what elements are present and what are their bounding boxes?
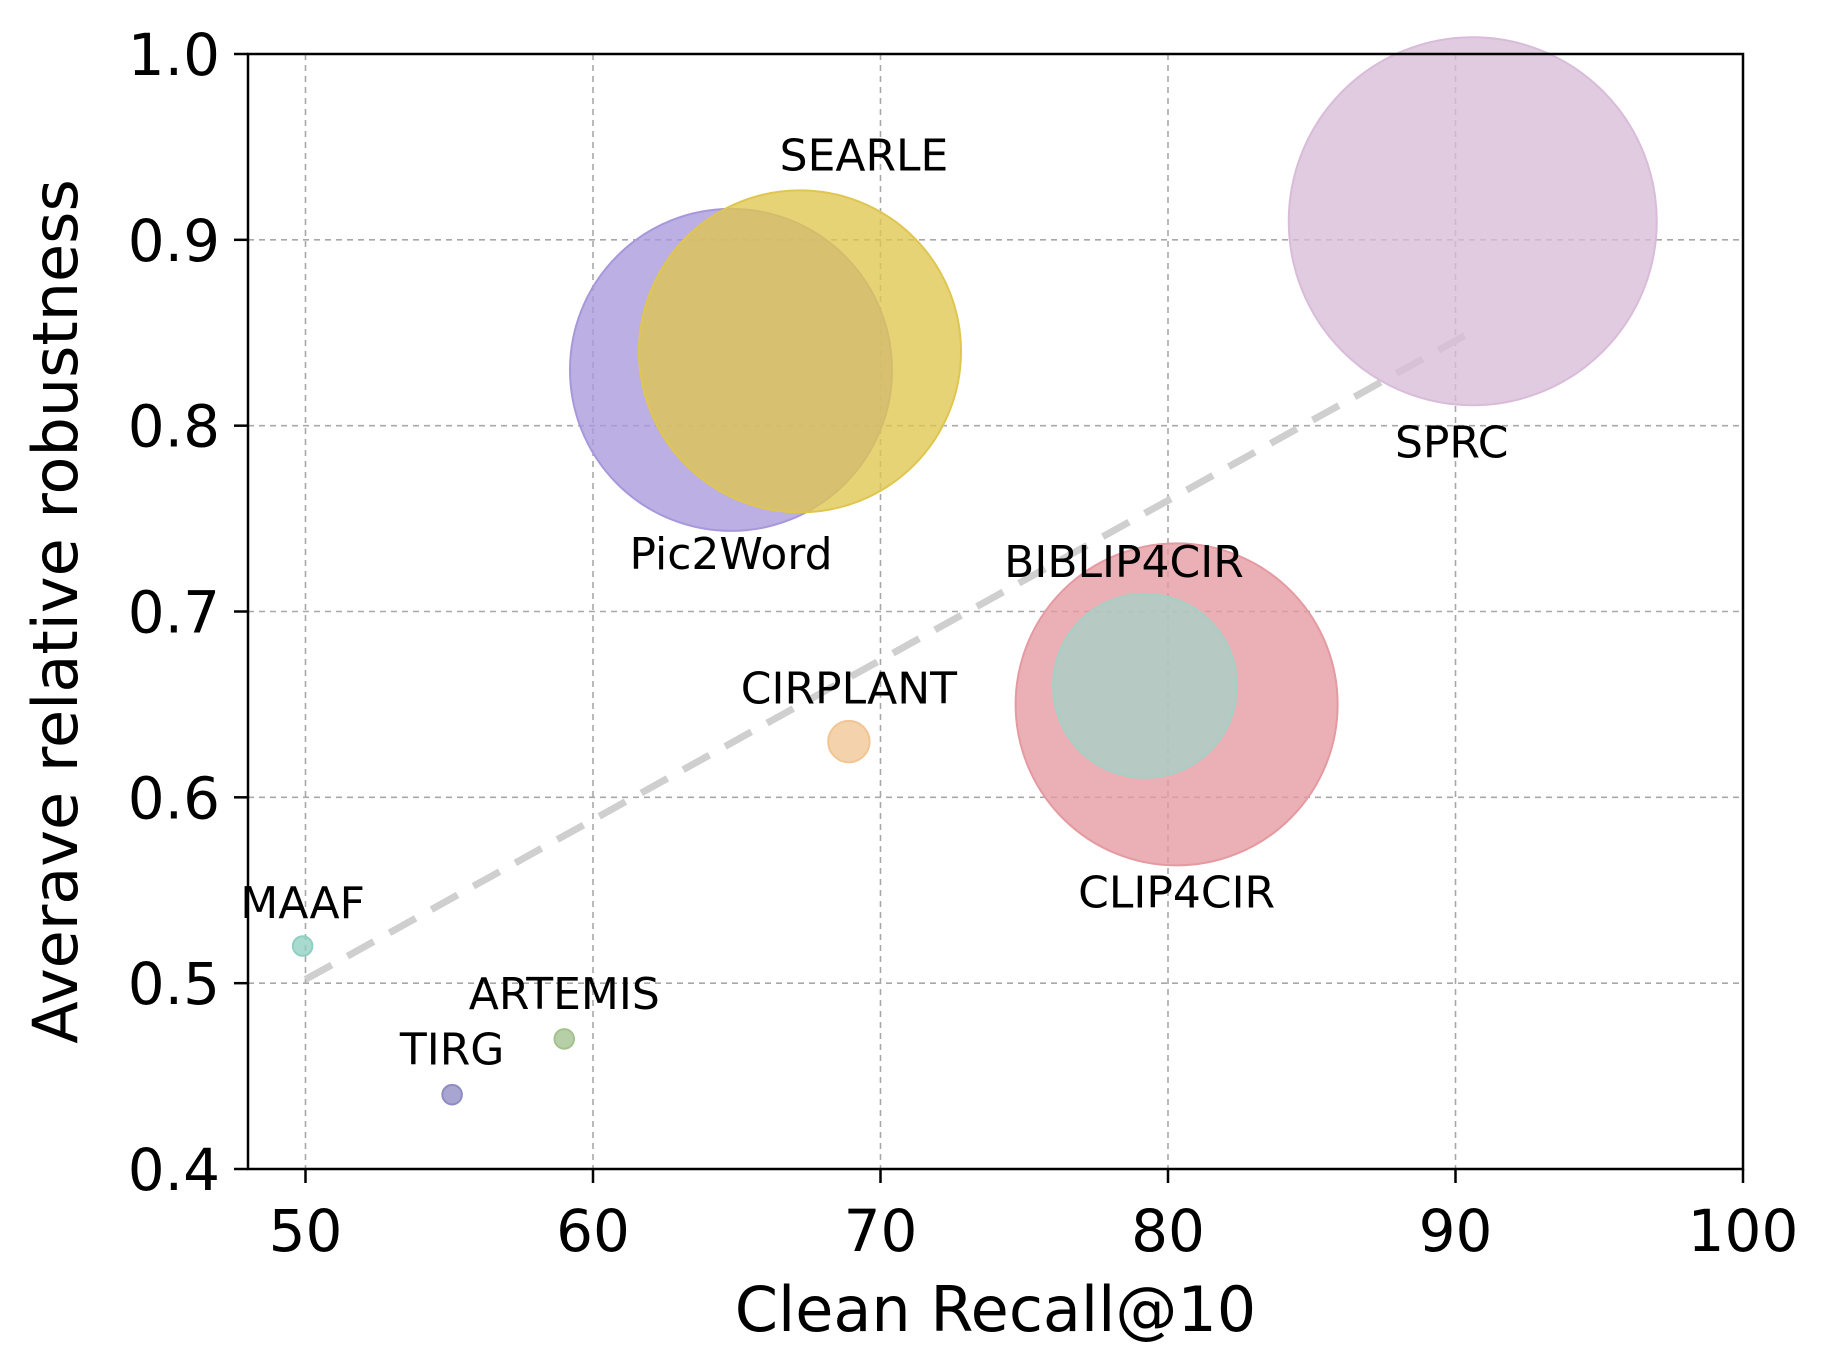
trend-line: [303, 329, 1472, 983]
x-tick-label: 50: [269, 1197, 343, 1265]
bubble-searle: [638, 189, 962, 514]
y-tick-label: 0.9: [128, 207, 220, 275]
x-tick-label: 70: [844, 1197, 918, 1265]
bubble-tirg: [441, 1083, 463, 1106]
y-tick-label: 0.6: [128, 764, 220, 832]
label-maaf: MAAF: [240, 878, 365, 929]
label-tirg: TIRG: [399, 1025, 505, 1076]
label-clip4cir: CLIP4CIR: [1078, 867, 1275, 918]
x-tick-label: 80: [1131, 1197, 1205, 1265]
y-axis-label: Averave relative robustness: [19, 179, 92, 1044]
bubbles: [291, 36, 1658, 1106]
bubble-maaf: [291, 935, 314, 957]
y-tick-label: 0.8: [128, 393, 220, 461]
label-searle: SEARLE: [780, 130, 949, 181]
label-artemis: ARTEMIS: [469, 969, 660, 1020]
x-axis-label: Clean Recall@10: [735, 1273, 1257, 1346]
y-tick-label: 0.7: [128, 579, 220, 647]
x-tick-label: 60: [556, 1197, 630, 1265]
bubble-artemis: [553, 1028, 576, 1050]
label-biblip4cir: BIBLIP4CIR: [1004, 537, 1244, 588]
y-tick-label: 0.4: [128, 1136, 220, 1204]
axis-ticks: 50 60 70 80 90 100 0.4 0.5 0.6 0.7 0.8 0.9 1.0: [128, 21, 1799, 1265]
x-tick-label: 90: [1419, 1197, 1493, 1265]
x-tick-label: 100: [1688, 1197, 1799, 1265]
y-tick-label: 1.0: [128, 21, 220, 89]
bubble-biblip4cir: [1052, 592, 1238, 779]
bubble-sprc: [1287, 36, 1658, 407]
bubble-cirplant: [827, 719, 871, 764]
label-cirplant: CIRPLANT: [741, 664, 957, 715]
label-pic2word: Pic2Word: [629, 529, 832, 580]
label-sprc: SPRC: [1395, 417, 1509, 468]
y-tick-label: 0.5: [128, 950, 220, 1018]
